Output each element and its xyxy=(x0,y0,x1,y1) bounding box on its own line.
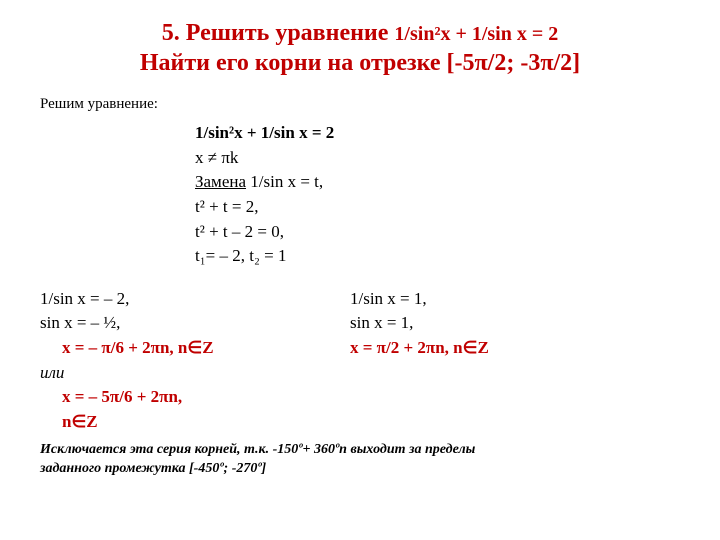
left-eq-1: 1/sin x = – 2, xyxy=(40,287,350,312)
left-answer-1: x = – π/6 + 2πn, n∈Z xyxy=(40,336,350,361)
equation-step-1: t² + t = 2, xyxy=(195,195,680,220)
equation-step-2: t² + t – 2 = 0, xyxy=(195,220,680,245)
equation-condition: x ≠ πk xyxy=(195,146,680,171)
solution-columns: 1/sin x = – 2, sin x = – ½, x = – π/6 + … xyxy=(40,287,680,435)
slide: 5. Решить уравнение 1/sin²x + 1/sin x = … xyxy=(0,0,720,488)
title-block: 5. Решить уравнение 1/sin²x + 1/sin x = … xyxy=(40,18,680,78)
substitution-rest: 1/sin x = t, xyxy=(246,172,323,191)
title-prefix: 5. Решить уравнение xyxy=(162,20,395,46)
equation-main: 1/sin²x + 1/sin x = 2 xyxy=(195,121,680,146)
exclusion-note: Исключается эта серия корней, т.к. -150º… xyxy=(40,441,680,479)
or-label: или xyxy=(40,361,350,386)
substitution-line: Замена 1/sin x = t, xyxy=(195,170,680,195)
right-eq-1: 1/sin x = 1, xyxy=(350,287,680,312)
exclusion-line-2: заданного промежутка [-450º; -270º] xyxy=(40,460,680,479)
right-answer: x = π/2 + 2πn, n∈Z xyxy=(350,336,680,361)
right-eq-2: sin x = 1, xyxy=(350,311,680,336)
equation-roots-t: t₁= – 2, t₂ = 1 xyxy=(195,244,680,269)
right-column: 1/sin x = 1, sin x = 1, x = π/2 + 2πn, n… xyxy=(350,287,680,435)
substitution-label: Замена xyxy=(195,172,246,191)
left-column: 1/sin x = – 2, sin x = – ½, x = – π/6 + … xyxy=(40,287,350,435)
exclusion-line-1: Исключается эта серия корней, т.к. -150º… xyxy=(40,441,680,460)
left-eq-2: sin x = – ½, xyxy=(40,311,350,336)
derivation-block: 1/sin²x + 1/sin x = 2 x ≠ πk Замена 1/si… xyxy=(195,121,680,269)
intro-text: Решим уравнение: xyxy=(40,96,680,113)
title-line-1: 5. Решить уравнение 1/sin²x + 1/sin x = … xyxy=(40,18,680,48)
left-answer-2a: x = – 5π/6 + 2πn, xyxy=(40,385,350,410)
title-line-2: Найти его корни на отрезке [-5π/2; -3π/2… xyxy=(40,48,680,78)
left-answer-2b: n∈Z xyxy=(40,410,350,435)
title-equation: 1/sin²x + 1/sin x = 2 xyxy=(394,23,558,45)
